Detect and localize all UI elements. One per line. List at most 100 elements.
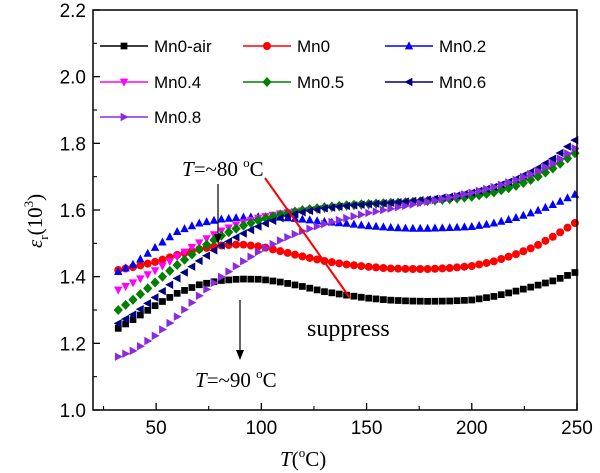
- suppress-line: [264, 177, 351, 299]
- point-mn0-8: [350, 212, 359, 221]
- point-mn0-air: [299, 283, 306, 290]
- point-mn0: [394, 264, 403, 273]
- point-mn0: [136, 261, 145, 270]
- point-mn0-6: [562, 142, 571, 151]
- point-mn0-5: [120, 299, 131, 310]
- point-mn0-6: [157, 286, 166, 296]
- point-mn0-8: [313, 222, 322, 231]
- point-mn0-air: [247, 275, 255, 283]
- point-mn0-air: [203, 279, 210, 287]
- point-mn0-2: [541, 202, 550, 211]
- point-mn0-2: [114, 267, 123, 276]
- point-mn0-air: [232, 275, 240, 283]
- x-tick-label: 100: [245, 418, 277, 439]
- point-mn0-air: [276, 278, 284, 286]
- point-mn0-air: [556, 274, 564, 282]
- point-mn0: [541, 236, 550, 245]
- point-mn0-8: [210, 278, 219, 288]
- point-mn0-2: [150, 242, 160, 251]
- point-mn0-air: [475, 295, 483, 303]
- arrow-90-head: [236, 350, 244, 360]
- point-mn0-8: [497, 180, 506, 189]
- point-mn0-air: [446, 297, 454, 305]
- point-mn0-8: [402, 201, 411, 211]
- point-mn0-2: [393, 223, 403, 232]
- x-tick-label: 50: [146, 418, 167, 439]
- point-mn0-4: [128, 279, 138, 288]
- point-mn0-8: [534, 166, 543, 175]
- point-mn0-2: [349, 219, 359, 228]
- point-mn0-air: [409, 297, 417, 305]
- point-mn0-8: [232, 262, 241, 271]
- point-mn0-6: [327, 203, 336, 212]
- point-mn0-8: [357, 210, 366, 219]
- point-mn0-6: [393, 197, 402, 207]
- y-axis-title: εr(103): [21, 194, 51, 248]
- point-mn0-2: [224, 213, 233, 222]
- point-mn0: [526, 244, 535, 253]
- point-mn0-2: [342, 218, 351, 227]
- point-mn0-8: [468, 188, 477, 197]
- point-mn0-8: [438, 194, 447, 204]
- legend-item: Mn0-air: [100, 37, 212, 56]
- point-mn0-8: [571, 143, 580, 153]
- point-mn0-6: [275, 213, 284, 223]
- legend-marker: [119, 78, 129, 87]
- point-mn0-8: [284, 232, 293, 242]
- legend-marker: [120, 42, 128, 50]
- point-mn0-air: [129, 316, 137, 323]
- legend-label: Mn0.5: [297, 73, 344, 92]
- point-mn0-8: [424, 197, 433, 206]
- point-mn0-6: [113, 319, 122, 328]
- point-mn0-2: [533, 205, 543, 214]
- point-mn0-8: [387, 204, 396, 213]
- point-mn0-6: [172, 274, 181, 283]
- point-mn0-6: [238, 229, 247, 238]
- point-mn0-6: [224, 237, 233, 246]
- point-mn0-5: [187, 249, 197, 260]
- point-mn0: [475, 260, 484, 269]
- point-mn0: [497, 255, 506, 263]
- point-mn0-air: [306, 284, 314, 292]
- point-mn0-2: [158, 237, 167, 246]
- point-mn0-2: [305, 215, 314, 224]
- point-mn0-air: [173, 289, 181, 297]
- legend-label: Mn0.8: [154, 108, 201, 127]
- point-mn0-2: [172, 227, 182, 236]
- point-mn0-air: [534, 281, 542, 289]
- point-mn0: [305, 253, 314, 262]
- point-mn0-air: [497, 291, 505, 299]
- point-mn0-2: [371, 221, 381, 230]
- point-mn0-air: [269, 277, 277, 285]
- point-mn0: [548, 232, 557, 241]
- annotation-t90: T=~90 oC: [195, 366, 277, 392]
- point-mn0-8: [512, 175, 521, 185]
- point-mn0: [239, 240, 248, 249]
- arrow-80-head: [214, 234, 222, 244]
- point-mn0-2: [563, 193, 572, 202]
- point-mn0-6: [253, 222, 262, 231]
- point-mn0: [489, 257, 498, 266]
- point-mn0-8: [556, 154, 565, 163]
- point-mn0-6: [202, 251, 210, 260]
- point-mn0-8: [144, 336, 153, 346]
- point-mn0-8: [483, 184, 492, 194]
- point-mn0-2: [386, 222, 395, 231]
- point-mn0-2: [364, 221, 373, 230]
- point-mn0-air: [136, 311, 144, 319]
- point-mn0-2: [379, 222, 388, 231]
- point-mn0-air: [483, 294, 490, 302]
- point-mn0: [364, 262, 373, 271]
- point-mn0-air: [564, 272, 571, 279]
- point-mn0-4: [165, 257, 175, 266]
- point-mn0: [430, 264, 439, 273]
- point-mn0-6: [319, 204, 328, 213]
- point-mn0-6: [356, 200, 365, 209]
- legend-label: Mn0.6: [439, 73, 486, 92]
- point-mn0-4: [158, 262, 167, 271]
- point-mn0-8: [166, 318, 175, 328]
- point-mn0-air: [505, 289, 512, 297]
- point-mn0-6: [555, 148, 564, 158]
- point-mn0-8: [431, 196, 440, 205]
- point-mn0: [534, 240, 543, 249]
